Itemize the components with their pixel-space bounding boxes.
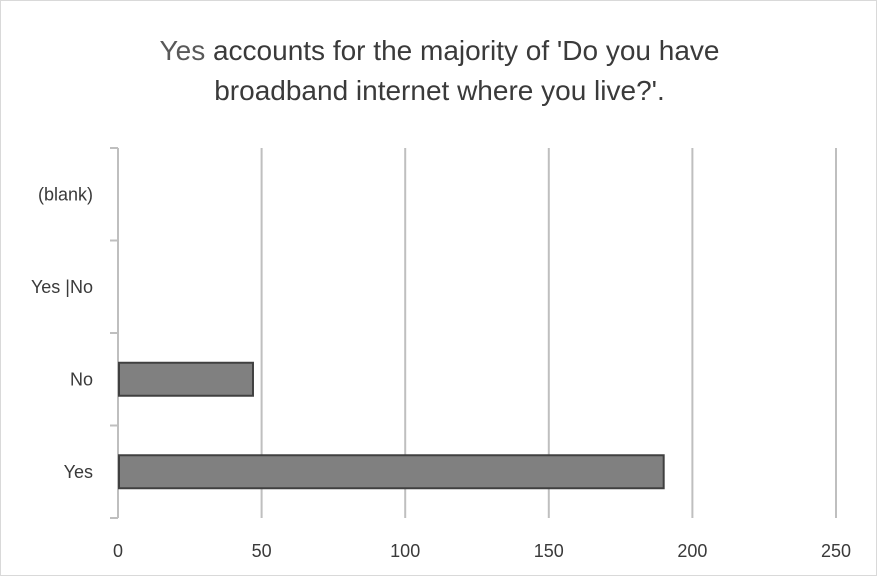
category-label: Yes: [64, 462, 93, 482]
x-tick-label: 0: [113, 541, 123, 561]
x-tick-label: 200: [677, 541, 707, 561]
x-tick-label: 250: [821, 541, 851, 561]
bar-no: [118, 361, 254, 397]
x-tick-label: 100: [390, 541, 420, 561]
chart-title-line2: broadband internet where you live?'.: [214, 75, 665, 106]
chart-title: Yes accounts for the majority of 'Do you…: [1, 31, 877, 111]
x-tick-label: 150: [534, 541, 564, 561]
category-label: Yes |No: [31, 277, 93, 297]
x-tick-label: 50: [252, 541, 272, 561]
chart-title-line1: accounts for the majority of 'Do you hav…: [205, 35, 720, 66]
bar-yes: [118, 454, 665, 490]
chart-title-highlight: Yes: [159, 35, 206, 66]
category-label: (blank): [38, 184, 93, 204]
category-label: No: [70, 369, 93, 389]
